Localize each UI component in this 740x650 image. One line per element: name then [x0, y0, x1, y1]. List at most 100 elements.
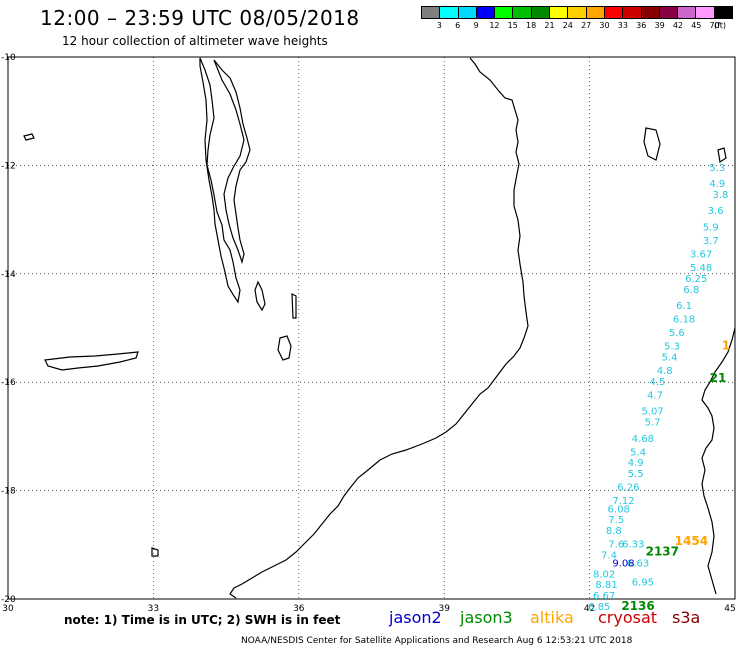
scale-unit: (ft) [714, 21, 727, 30]
scale-label: 33 [617, 21, 628, 30]
scale-label: 39 [654, 21, 665, 30]
wave-height-label: 6.1 [676, 301, 692, 312]
credit-line: NOAA/NESDIS Center for Satellite Applica… [241, 636, 633, 646]
scale-swatch [458, 7, 477, 18]
wave-height-label: 6.18 [673, 315, 695, 326]
wave-height-label: 8.02 [593, 569, 615, 580]
lat-label: -18 [1, 487, 16, 497]
lake-malawi-east-shore [213, 59, 251, 265]
wave-height-label: 6.33 [622, 540, 644, 551]
scale-swatch [440, 7, 459, 18]
wave-height-label: 6.85 [588, 602, 610, 613]
lon-label: 30 [2, 604, 14, 614]
axis-labels: 30 33 36 39 42 45 -10 -12 -14 -16 -18 -20 [1, 53, 736, 614]
lake-malawi-shore [199, 57, 241, 304]
wave-height-label: 6.67 [593, 591, 615, 602]
scale-label: 27 [581, 21, 592, 30]
map-subtitle: 12 hour collection of altimeter wave hei… [62, 34, 328, 48]
wave-height-label: 5.4 [630, 447, 646, 458]
legend-altika: altika [530, 608, 574, 627]
mozambique-coast [229, 57, 529, 599]
wave-height-label: 21 [710, 371, 727, 385]
scale-label: 24 [562, 21, 573, 30]
wave-height-label: 7.4 [601, 550, 617, 561]
scale-swatch [495, 7, 514, 18]
lake-kariba [44, 351, 139, 371]
scale-swatch [531, 7, 551, 18]
wave-height-label: 7.12 [612, 496, 634, 507]
wave-height-label: 2136 [621, 599, 654, 613]
wave-height-label: 5.9 [703, 222, 719, 233]
small-island [23, 133, 35, 141]
wave-height-label: 5.3 [664, 342, 680, 353]
wave-height-label: 4.7 [647, 390, 663, 401]
scale-swatch [623, 7, 642, 18]
legend-cryosat: cryosat [598, 608, 658, 627]
scale-swatch [513, 7, 532, 18]
scale-swatch [696, 7, 715, 18]
map-frame [7, 56, 736, 600]
lon-label: 39 [438, 604, 450, 614]
wave-height-label: 5.6 [669, 328, 685, 339]
wave-height-label: 6.25 [685, 274, 707, 285]
lake-chilwa [277, 335, 292, 361]
lat-label: -10 [1, 53, 16, 63]
scale-label: 9 [473, 21, 479, 30]
lon-label: 36 [293, 604, 305, 614]
scale-swatch [422, 7, 441, 18]
lat-label: -20 [1, 595, 16, 605]
wave-height-label: 5.3 [709, 163, 725, 174]
madagascar-coast [701, 327, 736, 595]
scale-swatch [604, 7, 624, 18]
scale-swatch [550, 7, 569, 18]
wave-height-label: 2137 [646, 545, 679, 559]
wave-height-label: 5.7 [645, 418, 661, 429]
wave-height-label: 1454 [675, 534, 708, 548]
scale-label: 3 [436, 21, 442, 30]
scale-swatch [714, 7, 733, 18]
scale-swatch [476, 7, 496, 18]
color-scale: 3 6 9 12 15 18 21 24 27 30 33 36 39 42 45 70 [421, 6, 733, 31]
wave-height-label: 6.63 [627, 558, 649, 569]
wave-height-label: 4.5 [650, 377, 666, 388]
wave-height-label: 6.8 [683, 285, 699, 296]
scale-label: 18 [526, 21, 537, 30]
scale-label: 15 [507, 21, 518, 30]
lon-label: 33 [148, 604, 159, 614]
wave-height-label: 5.4 [662, 353, 678, 364]
scale-label: 6 [455, 21, 461, 30]
scale-swatch [678, 7, 697, 18]
wave-height-label: 3.67 [690, 250, 712, 261]
wave-height-label: 1 [722, 339, 730, 353]
scale-swatch [586, 7, 605, 18]
lake-malombe [254, 280, 266, 312]
scale-label: 30 [599, 21, 610, 30]
altimeter-tracks: 5.34.93.83.65.93.73.675.486.256.86.16.18… [588, 163, 730, 613]
scale-swatch [659, 7, 679, 18]
scale-label: 12 [489, 21, 500, 30]
footer-note: note: 1) Time is in UTC; 2) SWH is in fe… [64, 613, 341, 627]
scale-label: 70 [709, 21, 720, 30]
legend-jason2: jason2 [389, 608, 442, 627]
lat-label: -12 [1, 161, 16, 171]
wave-height-label: 3.8 [713, 190, 729, 201]
wave-height-label: 6.08 [608, 504, 630, 515]
map-title: 12:00 – 23:59 UTC 08/05/2018 [40, 6, 360, 30]
scale-label: 21 [544, 21, 555, 30]
wave-height-label: 5.07 [641, 407, 663, 418]
scale-swatch [641, 7, 660, 18]
legend-jason3: jason3 [460, 608, 513, 627]
wave-height-label: 6.26 [617, 483, 639, 494]
scale-label: 42 [672, 21, 684, 30]
wave-height-label: 5.48 [690, 263, 712, 274]
wave-height-label: 3.7 [703, 236, 719, 247]
lake-island [291, 293, 297, 319]
mayotte-island [717, 147, 727, 164]
scale-swatch [568, 7, 587, 18]
wave-height-label: 4.9 [628, 458, 644, 469]
map-grid [8, 57, 735, 599]
wave-height-label: 5.5 [628, 469, 644, 480]
comoros-island [643, 127, 661, 161]
lon-label: 42 [584, 604, 595, 614]
